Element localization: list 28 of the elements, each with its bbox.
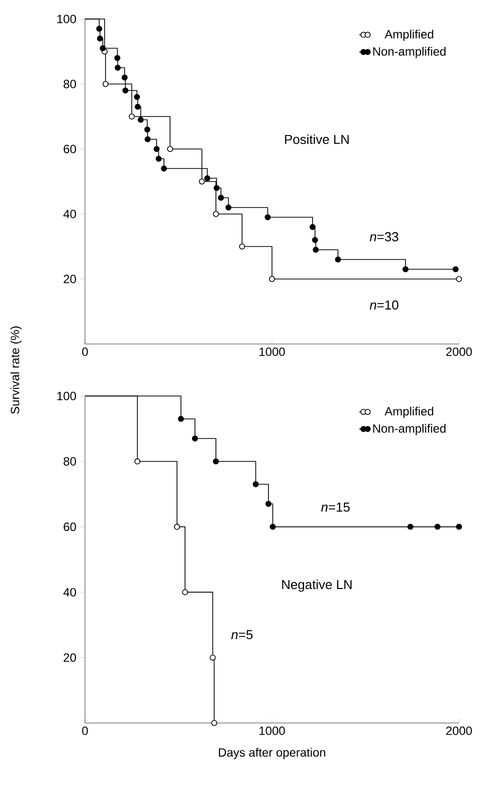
y-tick-label: 100 [57,14,76,24]
x-tick-label: 0 [82,348,88,356]
y-tick-label: 60 [64,144,76,154]
text: Positive LN [285,134,349,144]
x-tick-label: 0 [82,726,88,736]
annotation: n=15 [321,502,350,512]
text: Negative LN [282,580,352,592]
y-tick-label: 100 [57,392,76,400]
y-tick-label: 80 [64,457,76,466]
y-tick-label: 60 [64,522,76,532]
legend-label: Amplified [384,30,434,41]
y-tick-label: 20 [64,274,76,284]
x-tick-label: 2000 [446,348,472,356]
annotation: n=33 [370,232,398,242]
x-axis-title: Days after operation [218,748,326,760]
legend-label: Non-amplified [373,424,446,436]
legend-label: Amplified [384,406,434,418]
annotation: n=10 [370,300,398,310]
x-tick-label: 1000 [260,348,285,356]
y-tick-label: 80 [64,80,76,88]
y-tick-label: 40 [63,210,76,218]
x-tick-label: 1000 [260,726,285,736]
y-axis-title: Survival rate (%) [10,326,22,414]
annotation: n=5 [231,630,253,640]
x-tick-label: 2000 [446,726,472,736]
y-tick-label: 20 [64,653,76,662]
legend-label: Non-amplified [373,46,446,58]
y-tick-label: 40 [63,588,76,596]
